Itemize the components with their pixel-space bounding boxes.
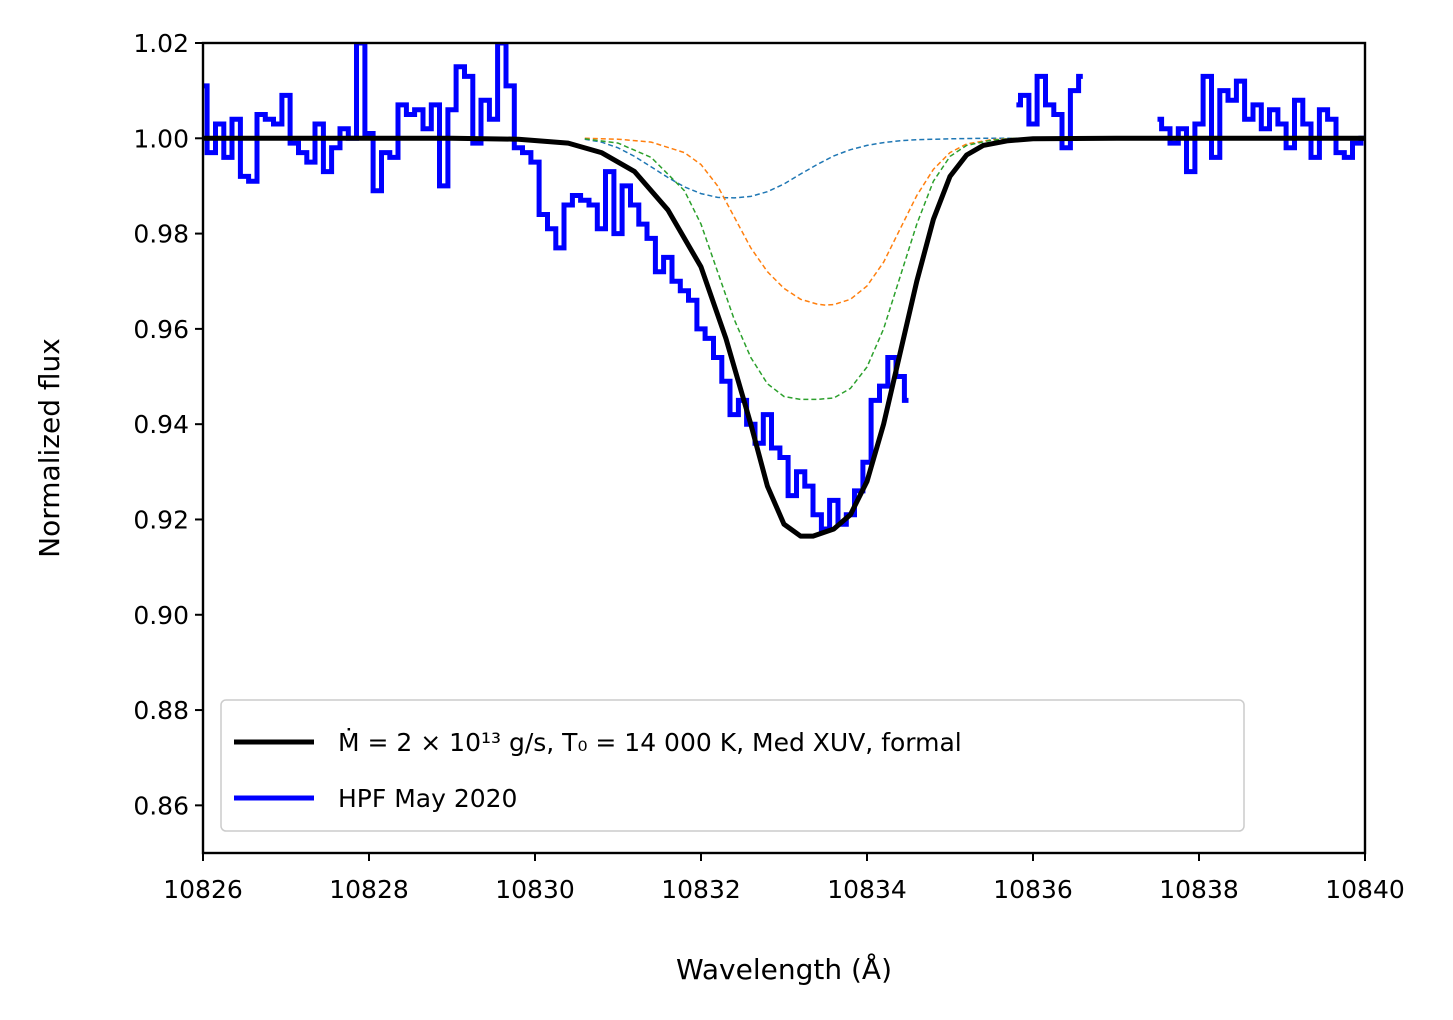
y-tick-label: 0.98: [133, 220, 189, 249]
x-axis-label: Wavelength (Å): [676, 952, 892, 986]
x-tick-label: 10832: [661, 875, 741, 904]
y-tick-label: 0.92: [133, 505, 189, 534]
component-line-1: [584, 137, 1033, 199]
y-tick-label: 0.86: [133, 791, 189, 820]
legend-label-hpf: HPF May 2020: [338, 784, 517, 813]
model-line: [203, 135, 1365, 539]
legend-box: [220, 699, 1245, 832]
y-axis: 0.86 0.88 0.90 0.92 0.94 0.96 0.98 1.00 1.02: [133, 29, 203, 820]
x-tick-label: 10836: [993, 875, 1073, 904]
hpf-data-series-segment-3: [1157, 73, 1365, 175]
plot-frame: [201, 41, 1367, 855]
y-tick-label: 1.02: [133, 29, 189, 58]
hpf-data-series-segment-2: [1016, 73, 1083, 151]
x-tick-label: 10840: [1325, 875, 1405, 904]
x-tick-label: 10838: [1159, 875, 1239, 904]
y-tick-label: 0.90: [133, 601, 189, 630]
component-line-2: [584, 137, 1033, 306]
y-axis-label: Normalized flux: [33, 338, 66, 558]
x-tick-label: 10830: [495, 875, 575, 904]
y-tick-label: 0.94: [133, 410, 189, 439]
component-line-3: [584, 137, 1033, 401]
x-tick-label: 10834: [827, 875, 907, 904]
x-axis: 10826 10828 10830 10832 10834 10836 10838 10840: [163, 853, 1405, 904]
x-tick-label: 10826: [163, 875, 243, 904]
y-tick-label: 0.96: [133, 315, 189, 344]
legend-label-model: Ṁ = 2 × 10¹³ g/s, T₀ = 14 000 K, Med XUV…: [338, 728, 962, 757]
plot-lines: [203, 43, 1365, 539]
hpf-data-series-segment-1: [203, 43, 909, 532]
y-tick-label: 1.00: [133, 124, 189, 153]
legend: Ṁ = 2 × 10¹³ g/s, T₀ = 14 000 K, Med XUV…: [220, 699, 1245, 832]
y-tick-label: 0.88: [133, 696, 189, 725]
x-tick-label: 10828: [329, 875, 409, 904]
